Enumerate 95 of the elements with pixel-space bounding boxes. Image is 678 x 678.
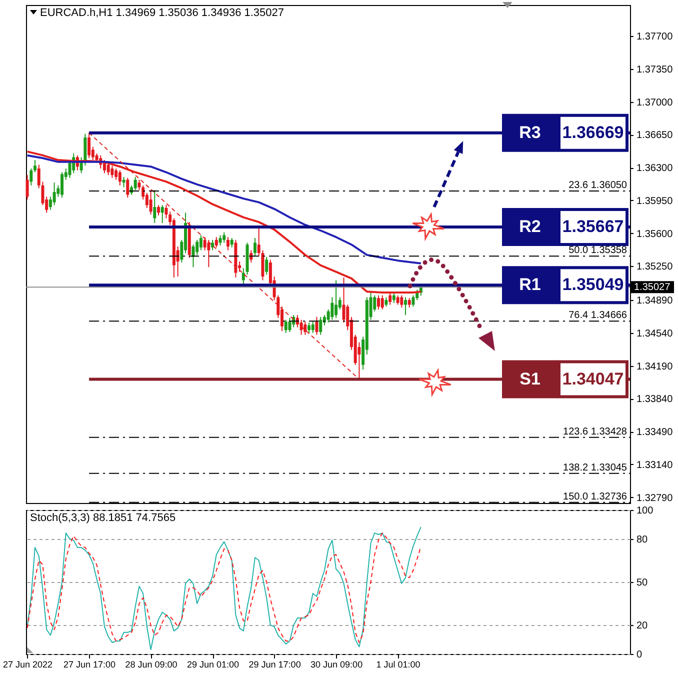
y-tick-label: 100 (636, 506, 654, 516)
candlestick (404, 296, 408, 316)
candlestick (106, 162, 110, 176)
candlestick (218, 234, 222, 246)
candlestick (211, 239, 214, 251)
candlestick (102, 160, 106, 174)
x-tick-label: 28 Jun 09:00 (125, 660, 178, 670)
candlestick (153, 190, 156, 224)
y-tick-label: 0 (636, 650, 642, 660)
y-tick-label: 1.32790 (636, 492, 674, 504)
ref-line-label: R3 (519, 122, 541, 142)
candlestick (253, 238, 256, 256)
candlestick (384, 296, 388, 308)
x-tick-label: 29 Jun 01:00 (187, 660, 240, 670)
candlestick (118, 170, 122, 186)
y-tick-label: 80 (636, 534, 648, 546)
ref-line-label: R2 (519, 217, 541, 236)
candlestick (52, 182, 56, 206)
candlestick (207, 239, 210, 268)
y-tick-label: 1.35600 (636, 228, 674, 240)
candlestick (284, 319, 288, 334)
y-tick-label: 1.34540 (636, 328, 674, 340)
y-tick-label: 1.33140 (636, 460, 674, 471)
candlestick (134, 176, 137, 191)
candlestick (48, 196, 52, 210)
candlestick (26, 174, 29, 200)
x-tick-label: 27 Jun 17:00 (64, 660, 116, 670)
x-tick-label: 29 Jun 17:00 (248, 660, 301, 670)
candlestick (214, 236, 218, 248)
candlestick (319, 316, 322, 336)
candlestick (408, 298, 411, 308)
candlestick (396, 294, 400, 306)
y-tick-label: 1.37000 (636, 97, 674, 108)
y-tick-label: 1.34890 (636, 296, 674, 307)
ref-line-label: 123.6 1.33428 (563, 426, 628, 438)
candlestick (226, 236, 230, 251)
annotation: 1.36669 (562, 122, 624, 142)
y-tick-label: 1.36650 (636, 130, 674, 142)
ref-line-label: S1 (520, 369, 540, 388)
chart-title: EURCAD.h,H1 1.34969 1.35036 1.34936 1.35027 (40, 7, 284, 19)
y-tick-label: 1.33840 (636, 394, 674, 406)
ref-line-label: 138.2 1.33045 (563, 462, 628, 474)
candlestick (196, 239, 199, 256)
text: 1.35027 (634, 282, 671, 294)
ref-line-label: 50.0 1.35358 (568, 245, 628, 256)
y-tick-label: 1.34190 (636, 361, 674, 372)
candlestick (126, 177, 130, 198)
candlestick (400, 294, 404, 308)
y-tick-label: 1.36300 (636, 163, 674, 174)
candlestick (380, 294, 384, 310)
y-tick-label: 1.37350 (636, 64, 674, 76)
candlestick (265, 256, 268, 276)
candlestick (222, 232, 226, 244)
line-series (26, 154, 422, 264)
annotation: 1.34047 (562, 369, 624, 388)
ref-line-label: 150.0 1.32736 (563, 491, 628, 502)
candlestick (288, 317, 292, 332)
candlestick (330, 296, 334, 320)
annotation: 1.35667 (562, 217, 624, 236)
ref-line-label: R1 (519, 275, 541, 294)
candlestick (30, 168, 33, 186)
y-tick-label: 1.33490 (636, 427, 674, 438)
candlestick (392, 292, 396, 304)
candlestick (160, 204, 164, 224)
candlestick (315, 316, 318, 336)
y-tick-label: 1.37700 (636, 32, 674, 43)
candlestick (304, 321, 307, 336)
candlestick (412, 294, 415, 308)
candlestick (164, 204, 168, 219)
candlestick (138, 179, 141, 191)
y-tick-label: 1.35250 (636, 262, 674, 273)
candlestick (199, 234, 202, 251)
candlestick (311, 321, 314, 334)
chart-title: Stoch(5,3,3) 88.1851 74.7565 (30, 512, 176, 524)
candlestick (242, 268, 245, 286)
x-tick-label: 30 Jun 09:00 (310, 660, 363, 670)
candlestick (34, 160, 37, 173)
y-tick-label: 20 (636, 620, 648, 632)
x-tick-label: 1 Jul 01:00 (376, 660, 420, 670)
candlestick (308, 322, 311, 334)
y-tick-label: 50 (636, 578, 648, 588)
candlestick (376, 294, 380, 310)
candlestick (114, 168, 118, 180)
candlestick (230, 238, 234, 248)
ref-line-label: 76.4 1.34666 (568, 310, 628, 322)
candlestick (149, 190, 152, 216)
ref-line-label: 23.6 1.36050 (568, 180, 628, 192)
candlestick (110, 165, 114, 178)
x-tick-label: 27 Jun 2022 (3, 660, 53, 670)
y-tick-label: 1.35950 (636, 196, 674, 207)
annotation: 1.35049 (562, 275, 624, 294)
candlestick (60, 172, 64, 198)
candlestick (334, 280, 338, 318)
candlestick (157, 204, 160, 216)
candlestick (192, 244, 195, 268)
